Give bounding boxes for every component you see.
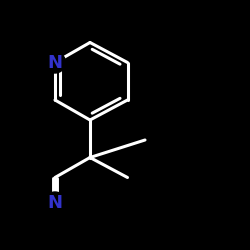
Text: N: N — [48, 194, 62, 212]
Text: N: N — [48, 54, 62, 72]
Circle shape — [44, 52, 66, 73]
Circle shape — [44, 192, 66, 213]
